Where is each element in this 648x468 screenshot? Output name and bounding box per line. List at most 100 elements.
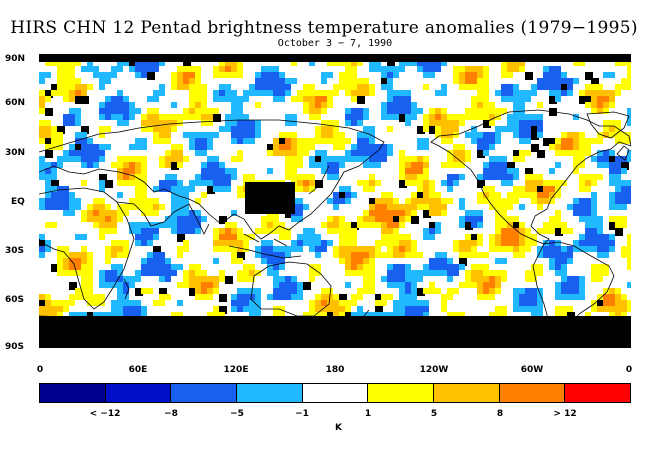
anomaly-cell — [153, 90, 159, 96]
anomaly-cell — [177, 144, 183, 150]
anomaly-cell — [501, 258, 507, 264]
anomaly-cell — [429, 258, 435, 264]
anomaly-cell — [561, 144, 567, 150]
anomaly-cell — [321, 138, 327, 144]
anomaly-cell — [63, 246, 69, 252]
anomaly-cell — [63, 204, 69, 210]
anomaly-cell — [351, 300, 357, 306]
anomaly-cell — [507, 96, 513, 102]
anomaly-cell — [387, 198, 393, 204]
anomaly-cell — [429, 66, 435, 72]
anomaly-cell — [555, 312, 561, 318]
anomaly-cell — [111, 96, 117, 102]
anomaly-cell — [477, 114, 483, 120]
anomaly-cell — [609, 90, 615, 96]
anomaly-cell — [213, 186, 219, 192]
anomaly-cell — [483, 66, 489, 72]
anomaly-cell — [153, 126, 159, 132]
anomaly-cell — [231, 228, 237, 234]
anomaly-cell — [81, 66, 87, 72]
anomaly-cell — [513, 120, 519, 126]
anomaly-cell — [69, 90, 75, 96]
anomaly-cell — [579, 204, 585, 210]
anomaly-cell — [273, 72, 279, 78]
anomaly-cell — [483, 198, 489, 204]
anomaly-cell — [441, 84, 447, 90]
anomaly-cell — [177, 312, 183, 318]
anomaly-cell — [141, 228, 147, 234]
anomaly-cell — [615, 306, 621, 312]
anomaly-cell — [339, 156, 345, 162]
anomaly-cell — [381, 156, 387, 162]
anomaly-cell — [105, 282, 111, 288]
anomaly-cell — [153, 300, 159, 306]
anomaly-cell — [549, 66, 555, 72]
anomaly-cell — [387, 72, 393, 78]
missing-data-cell — [387, 60, 395, 68]
anomaly-cell — [579, 138, 585, 144]
anomaly-cell — [225, 174, 231, 180]
anomaly-cell — [369, 204, 375, 210]
anomaly-cell — [231, 90, 237, 96]
anomaly-cell — [207, 120, 213, 126]
anomaly-cell — [441, 60, 447, 66]
anomaly-cell — [387, 294, 393, 300]
anomaly-cell — [333, 306, 339, 312]
anomaly-cell — [615, 156, 621, 162]
anomaly-cell — [315, 114, 321, 120]
anomaly-cell — [387, 192, 393, 198]
anomaly-cell — [333, 90, 339, 96]
anomaly-cell — [159, 258, 165, 264]
anomaly-cell — [387, 96, 393, 102]
anomaly-cell — [369, 90, 375, 96]
anomaly-cell — [549, 222, 555, 228]
anomaly-cell — [351, 96, 357, 102]
anomaly-cell — [327, 240, 333, 246]
anomaly-cell — [333, 84, 339, 90]
anomaly-cell — [579, 198, 585, 204]
anomaly-cell — [597, 270, 603, 276]
anomaly-cell — [597, 276, 603, 282]
anomaly-cell — [603, 264, 609, 270]
anomaly-cell — [273, 222, 279, 228]
anomaly-cell — [627, 120, 631, 126]
anomaly-cell — [177, 66, 183, 72]
anomaly-cell — [237, 306, 243, 312]
anomaly-cell — [417, 252, 423, 258]
anomaly-cell — [63, 258, 69, 264]
anomaly-cell — [69, 264, 75, 270]
anomaly-cell — [429, 192, 435, 198]
anomaly-cell — [141, 180, 147, 186]
anomaly-cell — [567, 84, 573, 90]
anomaly-cell — [369, 144, 375, 150]
anomaly-cell — [285, 294, 291, 300]
missing-data-cell — [429, 126, 437, 134]
anomaly-cell — [201, 180, 207, 186]
anomaly-cell — [57, 252, 63, 258]
anomaly-cell — [567, 78, 573, 84]
anomaly-cell — [183, 210, 189, 216]
missing-data-cell — [615, 228, 623, 236]
anomaly-cell — [273, 288, 279, 294]
anomaly-cell — [117, 108, 123, 114]
anomaly-cell — [81, 180, 87, 186]
anomaly-cell — [393, 246, 399, 252]
anomaly-cell — [399, 276, 405, 282]
anomaly-cell — [519, 186, 525, 192]
anomaly-cell — [561, 90, 567, 96]
anomaly-cell — [531, 90, 537, 96]
coastline-eurasia — [39, 119, 385, 240]
anomaly-cell — [615, 198, 621, 204]
anomaly-cell — [267, 66, 273, 72]
anomaly-cell — [189, 276, 195, 282]
anomaly-cell — [441, 132, 447, 138]
anomaly-cell — [279, 84, 285, 90]
anomaly-cell — [585, 234, 591, 240]
anomaly-cell — [597, 174, 603, 180]
anomaly-cell — [573, 276, 579, 282]
anomaly-cell — [351, 72, 357, 78]
anomaly-cell — [249, 138, 255, 144]
anomaly-cell — [441, 252, 447, 258]
anomaly-cell — [447, 270, 453, 276]
anomaly-cell — [267, 216, 273, 222]
